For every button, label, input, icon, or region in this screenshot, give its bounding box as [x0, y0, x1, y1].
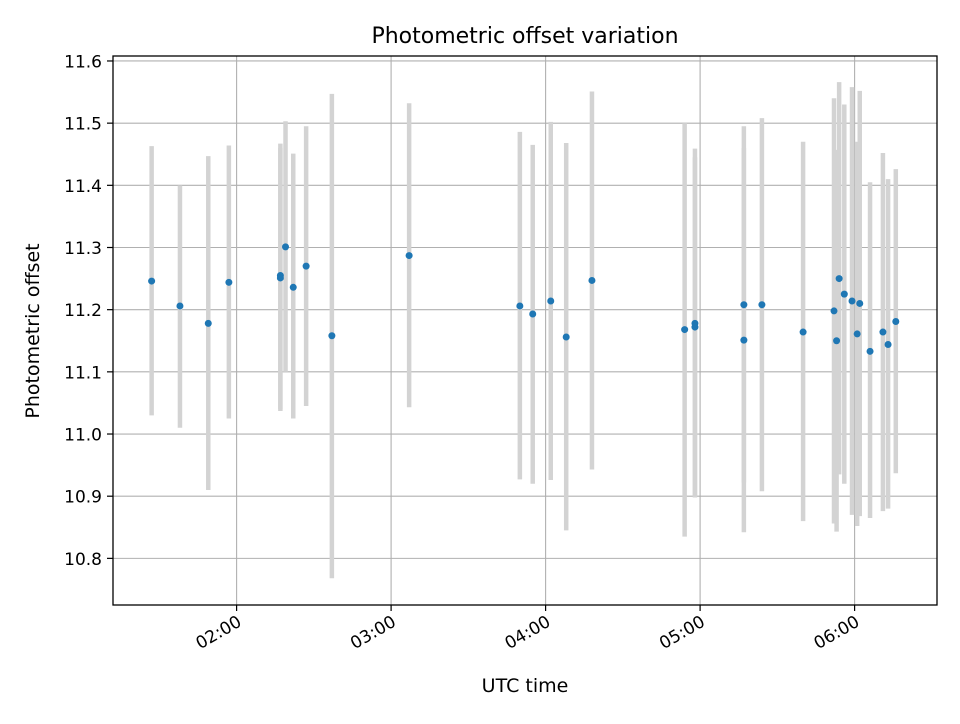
plot-frame: [112, 55, 938, 606]
y-tick-label: 11.6: [64, 52, 102, 72]
data-point: [866, 347, 874, 355]
data-point: [405, 252, 413, 260]
y-tick-label: 11.0: [64, 426, 102, 446]
plot-area: [113, 56, 937, 605]
data-point: [302, 262, 310, 270]
y-tick-label: 10.9: [64, 488, 102, 508]
data-point: [588, 276, 596, 284]
data-point: [691, 323, 699, 331]
data-point: [830, 307, 838, 315]
data-point: [884, 340, 892, 348]
data-point: [740, 336, 748, 344]
data-point: [681, 326, 689, 334]
y-tick-label: 10.8: [64, 550, 102, 570]
data-point: [148, 277, 156, 285]
data-point: [835, 275, 843, 283]
data-point: [289, 283, 297, 291]
data-point: [856, 299, 864, 307]
data-point: [225, 278, 233, 286]
x-axis-label: UTC time: [482, 675, 569, 697]
data-point: [204, 319, 212, 327]
y-axis: 10.8 10.9 11.0 11.1 11.2 11.3 11.4 11.5 11.6: [64, 52, 113, 570]
y-tick-label: 11.1: [64, 363, 102, 383]
data-point: [892, 317, 900, 325]
data-point: [516, 302, 524, 310]
data-point: [176, 302, 184, 310]
y-tick-label: 11.4: [64, 177, 102, 197]
data-point: [276, 274, 284, 282]
data-point: [547, 297, 555, 305]
y-tick-label: 11.5: [64, 115, 102, 135]
y-tick-label: 11.3: [64, 239, 102, 259]
data-point: [799, 328, 807, 336]
data-point: [879, 328, 887, 336]
grid: [113, 56, 937, 605]
data-point: [529, 310, 537, 318]
data-point: [840, 290, 848, 298]
data-points: [148, 243, 900, 355]
data-point: [740, 301, 748, 309]
y-tick-label: 11.2: [64, 301, 102, 321]
data-point: [758, 301, 766, 309]
data-point: [562, 333, 570, 341]
data-point: [833, 337, 841, 345]
chart-title: Photometric offset variation: [371, 24, 678, 49]
data-point: [853, 330, 861, 338]
data-point: [848, 297, 856, 305]
y-axis-label: Photometric offset: [22, 243, 44, 418]
data-point: [328, 332, 336, 340]
data-point: [282, 243, 290, 251]
